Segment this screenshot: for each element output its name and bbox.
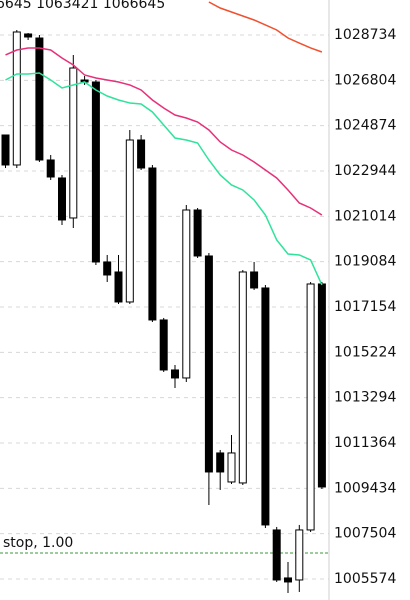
- y-tick-label: 1021014: [334, 208, 396, 224]
- y-tick-label: 1019084: [334, 254, 396, 270]
- y-tick-label: 1013294: [334, 390, 396, 406]
- y-tick-label: 1028734: [334, 27, 396, 43]
- candle-body: [216, 452, 225, 473]
- y-tick-label: 1015224: [334, 344, 396, 360]
- candle-body: [306, 283, 315, 531]
- candle-body: [12, 31, 21, 166]
- y-tick-label: 1024874: [334, 118, 396, 134]
- candle-body: [103, 261, 112, 276]
- candle-body: [204, 255, 213, 473]
- candle-body: [114, 271, 123, 303]
- candle-body: [1, 134, 10, 166]
- candle-body: [69, 67, 78, 219]
- candle-body: [159, 319, 168, 371]
- candle-body: [238, 271, 247, 484]
- y-tick-label: 1007504: [334, 526, 396, 542]
- moving-average-line: [208, 1, 323, 53]
- candle-body: [137, 139, 146, 169]
- moving-average-line: [5, 47, 323, 216]
- y-tick-label: 1005574: [334, 571, 396, 587]
- candle-body: [58, 177, 66, 221]
- candle-body: [91, 81, 100, 263]
- candle-body: [171, 369, 179, 379]
- candle-body: [24, 33, 33, 38]
- y-tick-label: 1017154: [334, 299, 396, 315]
- header-text: 6645 1063421 1066645: [0, 0, 165, 12]
- candle-body: [272, 529, 281, 581]
- y-tick-label: 1026804: [334, 72, 396, 88]
- y-tick-label: 1011364: [334, 435, 396, 451]
- candle-body: [182, 209, 191, 379]
- candle-body: [227, 452, 236, 483]
- candle-body: [317, 283, 326, 488]
- candle-body: [125, 139, 134, 303]
- candle-body: [250, 271, 259, 289]
- stop-label: stop, 1.00: [3, 535, 73, 551]
- candle-body: [193, 209, 202, 257]
- candle-body: [284, 577, 292, 583]
- candle-body: [148, 167, 157, 321]
- candle-body: [295, 529, 304, 581]
- candle-body: [46, 159, 55, 178]
- moving-average-line: [5, 72, 323, 286]
- candle-body: [35, 37, 44, 161]
- y-tick-label: 1022944: [334, 163, 396, 179]
- y-tick-label: 1009434: [334, 480, 396, 496]
- candle-body: [261, 287, 270, 526]
